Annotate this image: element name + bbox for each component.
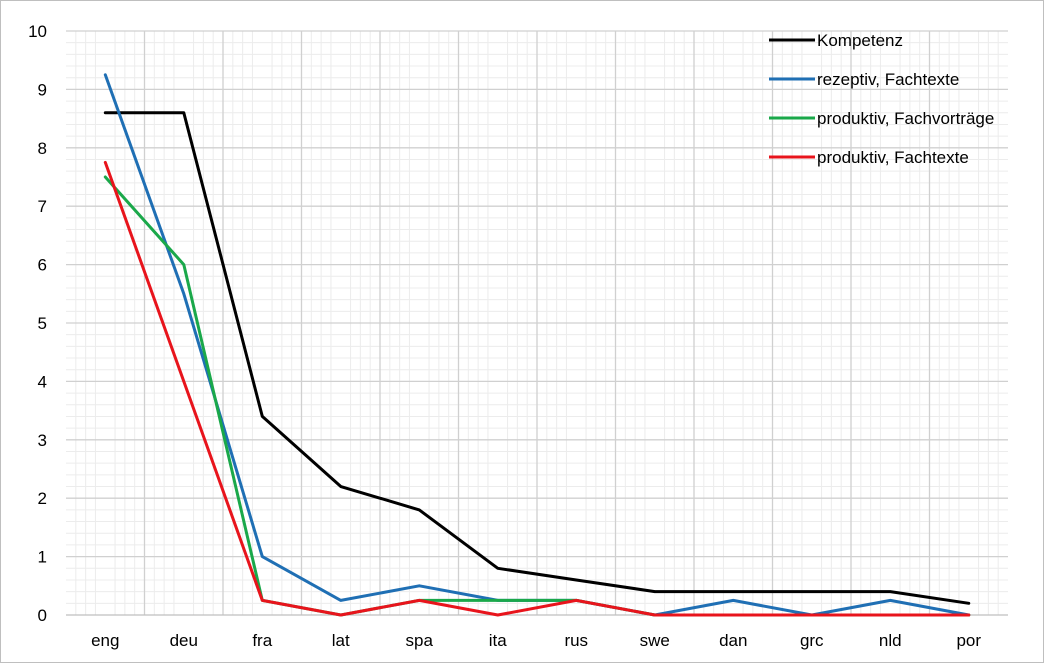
x-tick-label: rus	[564, 631, 588, 650]
y-tick-label: 0	[38, 606, 47, 625]
legend-label: Kompetenz	[817, 31, 903, 50]
x-tick-label: nld	[879, 631, 902, 650]
x-tick-label: deu	[170, 631, 198, 650]
y-tick-label: 7	[38, 197, 47, 216]
legend-label: produktiv, Fachtexte	[817, 148, 969, 167]
x-tick-label: dan	[719, 631, 747, 650]
x-tick-label: spa	[406, 631, 434, 650]
x-tick-label: ita	[489, 631, 508, 650]
series-layer	[103, 73, 971, 617]
y-tick-label: 4	[38, 372, 47, 391]
x-tick-label: swe	[640, 631, 670, 650]
y-tick-label: 3	[38, 431, 47, 450]
x-tick-label: lat	[332, 631, 350, 650]
x-tick-label: por	[956, 631, 981, 650]
y-tick-label: 6	[38, 256, 47, 275]
legend-label: rezeptiv, Fachtexte	[817, 70, 959, 89]
y-tick-label: 2	[38, 489, 47, 508]
y-tick-label: 8	[38, 139, 47, 158]
y-tick-label: 9	[38, 80, 47, 99]
series-line	[103, 111, 971, 605]
x-tick-label: eng	[91, 631, 119, 650]
grid-layer	[66, 30, 1008, 615]
x-tick-label: fra	[252, 631, 272, 650]
y-tick-label: 5	[38, 314, 47, 333]
legend-label: produktiv, Fachvorträge	[817, 109, 994, 128]
x-tick-label: grc	[800, 631, 824, 650]
legend: Kompetenz rezeptiv, Fachtexte produktiv, F…	[769, 31, 994, 167]
y-tick-label: 10	[28, 22, 47, 41]
y-tick-label: 1	[38, 548, 47, 567]
series-line	[103, 160, 971, 617]
